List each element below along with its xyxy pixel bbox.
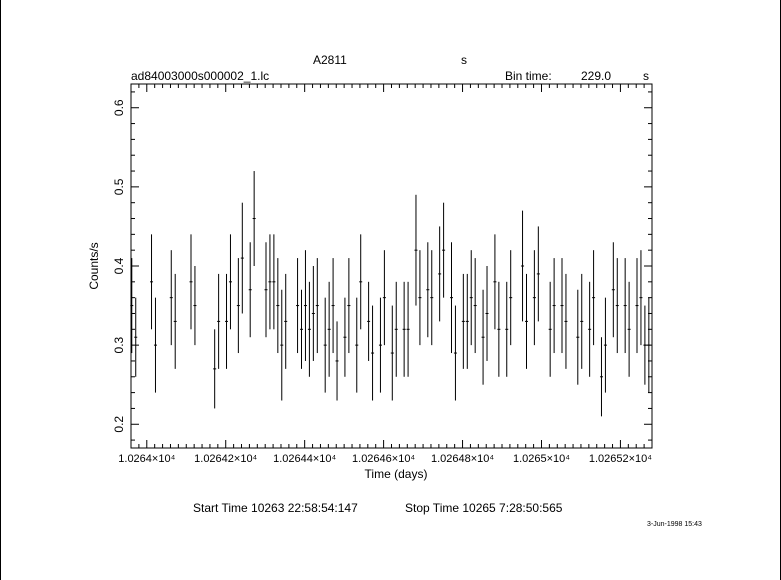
plot-frame	[130, 83, 653, 449]
x-tick-label: 1.02646×10⁴	[352, 453, 415, 465]
date-stamp: 3-Jun-1998 15:43	[647, 521, 702, 528]
object-suffix: s	[461, 53, 467, 67]
x-tick-label: 1.0264×10⁴	[118, 453, 175, 465]
x-tick-labels: 1.0264×10⁴ 1.02642×10⁴ 1.02644×10⁴ 1.02646×…	[118, 453, 652, 465]
stop-time: Stop Time 10265 7:28:50:565	[405, 501, 563, 515]
bin-time-value: 229.0	[581, 69, 612, 83]
lightcurve-filename: ad84003000s000002_1.lc	[131, 69, 270, 83]
axis-ticks	[130, 84, 653, 448]
x-tick-label: 1.02652×10⁴	[589, 453, 652, 465]
bin-time-unit: s	[643, 69, 649, 83]
y-tick-label: 0.4	[112, 257, 126, 274]
window-left-border	[0, 0, 1, 580]
x-tick-label: 1.02642×10⁴	[194, 453, 257, 465]
object-name: A2811	[313, 53, 347, 67]
y-tick-label: 0.2	[112, 416, 126, 433]
bin-time-label: Bin time:	[505, 69, 552, 83]
x-axis-label: Time (days)	[365, 467, 428, 481]
y-tick-labels: 0.2 0.3 0.4 0.5 0.6	[112, 99, 126, 433]
data-points	[130, 171, 651, 417]
x-tick-label: 1.0265×10⁴	[513, 453, 570, 465]
y-tick-label: 0.5	[112, 178, 126, 195]
x-tick-label: 1.02648×10⁴	[431, 453, 494, 465]
start-time: Start Time 10263 22:58:54:147	[193, 501, 358, 515]
y-tick-label: 0.3	[112, 336, 126, 353]
x-tick-label: 1.02644×10⁴	[273, 453, 336, 465]
y-axis-label: Counts/s	[87, 242, 101, 289]
y-tick-label: 0.6	[112, 99, 126, 116]
